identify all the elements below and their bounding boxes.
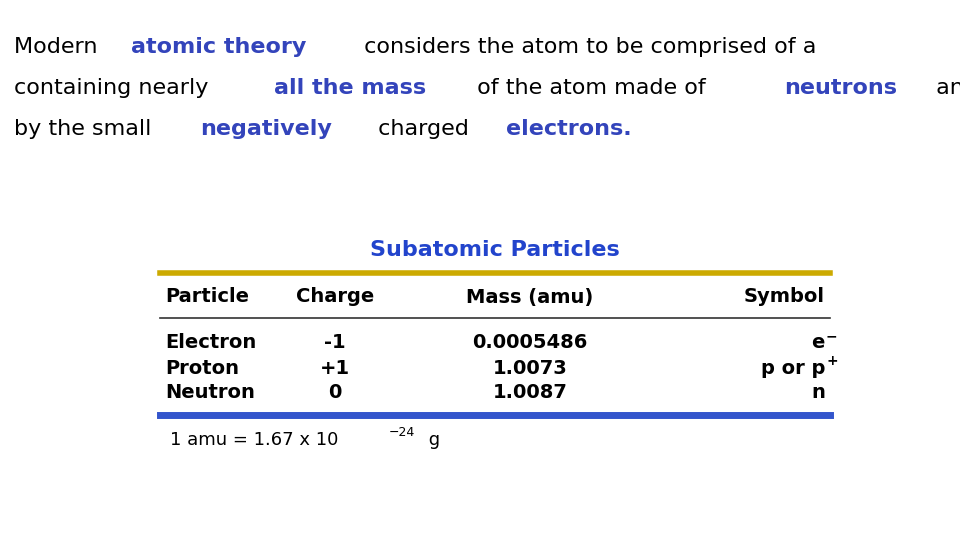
Text: Particle: Particle	[165, 287, 249, 307]
Text: e: e	[811, 334, 825, 353]
Text: −24: −24	[388, 427, 415, 440]
Text: all the mass: all the mass	[274, 78, 426, 98]
Text: 1 amu = 1.67 x 10: 1 amu = 1.67 x 10	[170, 431, 338, 449]
Text: negatively: negatively	[201, 119, 332, 139]
Text: +1: +1	[320, 359, 350, 377]
Text: Charge: Charge	[296, 287, 374, 307]
Text: Neutron: Neutron	[165, 383, 254, 402]
Text: −: −	[826, 329, 838, 343]
Text: g: g	[423, 431, 441, 449]
Text: 0.0005486: 0.0005486	[472, 334, 588, 353]
Text: neutrons: neutrons	[783, 78, 897, 98]
Text: charged: charged	[371, 119, 475, 139]
Text: 1.0087: 1.0087	[492, 383, 567, 402]
Text: of the atom made of: of the atom made of	[470, 78, 713, 98]
Text: by the small: by the small	[14, 119, 158, 139]
Text: Proton: Proton	[165, 359, 239, 377]
Text: -1: -1	[324, 334, 346, 353]
Text: considers the atom to be comprised of a: considers the atom to be comprised of a	[357, 37, 830, 57]
Text: p or p: p or p	[760, 359, 825, 377]
Text: and: and	[929, 78, 960, 98]
Text: electrons.: electrons.	[506, 119, 632, 139]
Text: n: n	[811, 383, 825, 402]
Text: Mass (amu): Mass (amu)	[467, 287, 593, 307]
Text: 0: 0	[328, 383, 342, 402]
Text: +: +	[826, 354, 838, 368]
Text: Modern: Modern	[14, 37, 105, 57]
Text: Electron: Electron	[165, 334, 256, 353]
Text: 1.0073: 1.0073	[492, 359, 567, 377]
Text: atomic theory: atomic theory	[131, 37, 306, 57]
Text: Symbol: Symbol	[744, 287, 825, 307]
Text: Subatomic Particles: Subatomic Particles	[371, 240, 620, 260]
Text: containing nearly: containing nearly	[14, 78, 215, 98]
